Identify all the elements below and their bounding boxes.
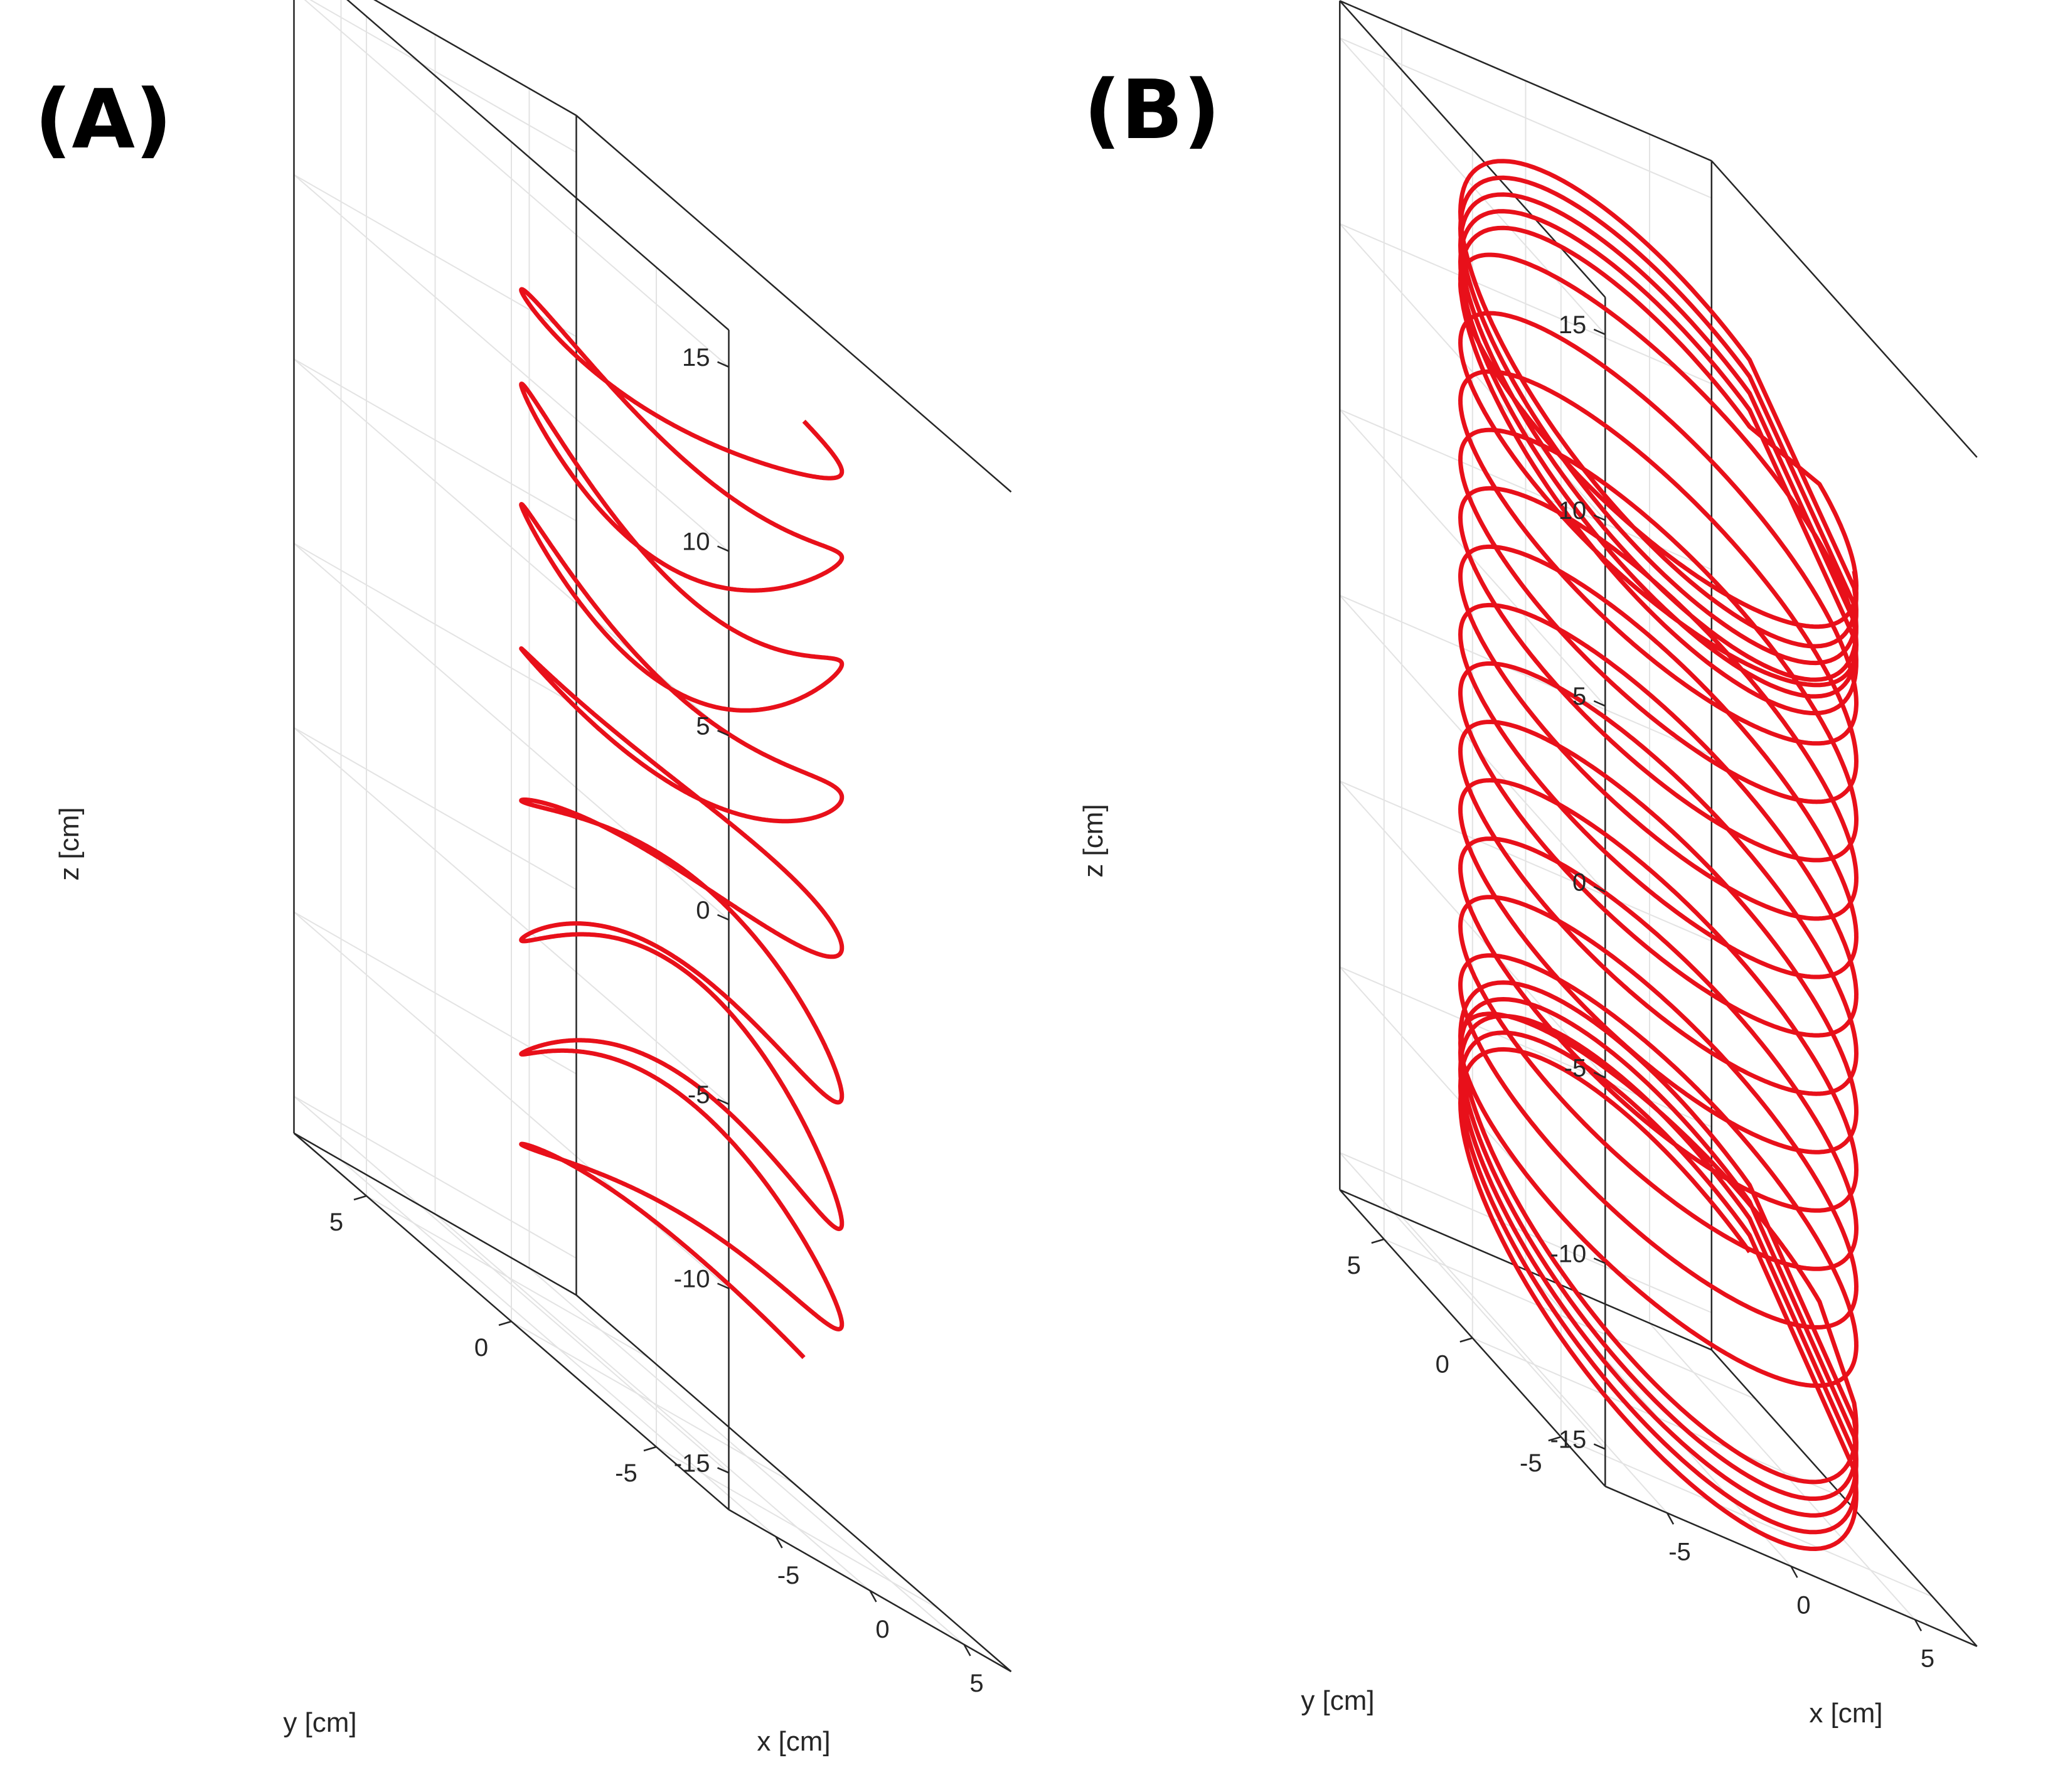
x-tick <box>1790 1565 1798 1578</box>
y-tick-label: -5 <box>615 1459 637 1487</box>
z-tick <box>1593 886 1606 893</box>
x-tick <box>775 1536 783 1549</box>
z-tick <box>1593 514 1606 521</box>
gridline <box>366 1195 649 1358</box>
ticks: -15 -10 -5 0 5 10 15 -5 0 5 -5 0 5 <box>1347 311 1934 1672</box>
z-tick <box>717 1283 730 1289</box>
z-tick <box>717 914 730 921</box>
z-tick-label: -10 <box>674 1266 710 1293</box>
y-tick-label: 5 <box>1347 1252 1361 1279</box>
z-tick-label: -10 <box>1550 1240 1586 1267</box>
z-tick-label: -15 <box>674 1449 710 1477</box>
y-tick <box>353 1195 367 1201</box>
box-edge <box>575 1294 1012 1672</box>
x-tick-label: 0 <box>1796 1591 1810 1619</box>
z-tick-label: -15 <box>1550 1426 1586 1454</box>
y-tick-label: 0 <box>474 1334 488 1362</box>
z-tick <box>717 1098 730 1105</box>
axes-box <box>1339 0 1978 1647</box>
panel-a: -15 -10 -5 0 5 10 15 -5 0 5 -5 0 5 x [cm] y [cm] z [cm]… <box>35 0 1012 1757</box>
ticks: -15 -10 -5 0 5 10 15 -5 0 5 -5 0 5 <box>329 344 984 1697</box>
panel-b: -15 -10 -5 0 5 10 15 -5 0 5 -5 0 5 x [cm] y [cm] z [cm]… <box>1024 0 2048 1792</box>
z-tick-label: 15 <box>1559 311 1587 339</box>
x-tick <box>1914 1619 1923 1631</box>
x-tick <box>1666 1512 1675 1525</box>
z-tick-label: 5 <box>1572 683 1586 710</box>
z-tick-label: 0 <box>1572 868 1586 896</box>
axes-box <box>293 0 1012 1673</box>
y-tick-label: 5 <box>329 1208 343 1236</box>
y-tick <box>1548 1436 1562 1442</box>
z-tick <box>1593 328 1606 336</box>
gridline <box>656 1446 939 1609</box>
helix-curve <box>519 287 845 1359</box>
z-tick <box>1593 1072 1606 1079</box>
z-axis-label: z [cm] <box>54 807 85 880</box>
chart-a: -15 -10 -5 0 5 10 15 -5 0 5 -5 0 5 x [cm] y [cm] z [cm]… <box>35 0 1012 1757</box>
z-tick-label: 0 <box>696 897 710 924</box>
x-tick <box>963 1644 971 1656</box>
x-tick <box>869 1590 877 1603</box>
gridline <box>511 1321 794 1484</box>
x-tick-label: -5 <box>1668 1538 1691 1565</box>
y-tick <box>498 1320 512 1326</box>
z-tick <box>1593 700 1606 707</box>
y-tick <box>1371 1238 1385 1244</box>
z-tick <box>717 361 730 368</box>
x-axis-label: x [cm] <box>757 1726 830 1757</box>
box-edge <box>373 0 577 117</box>
z-tick-label: 15 <box>682 344 710 371</box>
x-tick-label: 0 <box>875 1616 889 1643</box>
z-tick-label: 5 <box>696 712 710 740</box>
chart-b: -15 -10 -5 0 5 10 15 -5 0 5 -5 0 5 x [cm] y [cm] z [cm]… <box>1078 0 1978 1729</box>
z-tick-label: -5 <box>688 1081 710 1109</box>
x-tick-label: -5 <box>777 1562 800 1589</box>
y-tick <box>1459 1337 1473 1343</box>
x-axis-label: x [cm] <box>1809 1698 1882 1729</box>
z-tick-label: -5 <box>1564 1054 1587 1082</box>
y-axis-label: y [cm] <box>1301 1685 1374 1716</box>
helix-curve <box>1458 159 1859 1551</box>
box-edge <box>1710 1349 1978 1647</box>
y-tick <box>643 1446 657 1452</box>
y-axis-label: y [cm] <box>283 1707 356 1738</box>
gridline <box>1560 1436 1933 1597</box>
grid-lines <box>293 0 965 1645</box>
box-edge <box>1339 0 1712 162</box>
box-edge <box>575 115 1012 493</box>
z-tick <box>1593 1443 1606 1450</box>
y-tick-label: -5 <box>1520 1449 1542 1477</box>
x-tick-label: 5 <box>969 1670 983 1697</box>
z-axis-label: z [cm] <box>1078 804 1109 877</box>
y-tick-label: 0 <box>1436 1351 1449 1379</box>
x-tick-label: 5 <box>1921 1645 1934 1672</box>
z-tick <box>717 1467 730 1474</box>
box-edge <box>346 0 730 331</box>
z-tick <box>717 730 730 737</box>
panel-label: (B) <box>1084 62 1220 157</box>
panel-label: (A) <box>35 72 172 167</box>
z-tick <box>1593 1257 1606 1264</box>
box-edge <box>293 1132 577 1296</box>
z-tick-label: 10 <box>1559 497 1587 525</box>
z-tick-label: 10 <box>682 528 710 556</box>
box-edge <box>1710 160 1978 458</box>
z-tick <box>717 545 730 552</box>
